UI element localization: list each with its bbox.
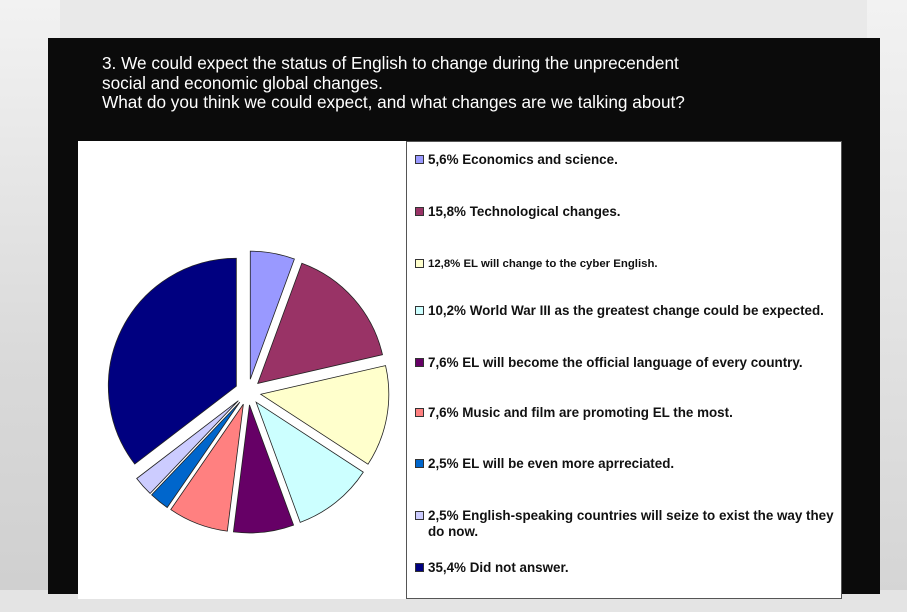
legend-item-6: 7,6% Music and film are promoting EL the…	[415, 405, 837, 421]
pie-slice-9	[107, 257, 237, 465]
legend-item-4: 10,2% World War III as the greatest chan…	[415, 303, 837, 319]
chart-area: 5,6% Economics and science. 15,8% Technol…	[78, 141, 890, 601]
legend-label-3: 12,8% EL will change to the cyber Englis…	[428, 258, 658, 270]
legend-item-8: 2,5% English-speaking countries will sei…	[415, 508, 837, 540]
pie-slice-8	[136, 400, 239, 495]
legend-label-9: 35,4% Did not answer.	[428, 560, 569, 575]
legend-swatch-8	[415, 511, 424, 520]
legend-swatch-7	[415, 459, 424, 468]
legend: 5,6% Economics and science. 15,8% Technol…	[406, 141, 842, 599]
pie-panel	[78, 141, 406, 599]
legend-swatch-4	[415, 306, 424, 315]
legend-label-4: 10,2% World War III as the greatest chan…	[428, 303, 824, 318]
legend-swatch-5	[415, 358, 424, 367]
question-line-3: What do you think we could expect, and w…	[102, 92, 685, 112]
legend-swatch-6	[415, 408, 424, 417]
pie-slice-5	[232, 404, 295, 534]
legend-item-1: 5,6% Economics and science.	[415, 152, 837, 168]
legend-swatch-1	[415, 155, 424, 164]
legend-label-7: 2,5% EL will be even more aprreciated.	[428, 456, 675, 471]
legend-swatch-2	[415, 207, 424, 216]
legend-item-2: 15,8% Technological changes.	[415, 204, 837, 220]
legend-swatch-9	[415, 563, 424, 572]
legend-item-5: 7,6% EL will become the official languag…	[415, 355, 837, 371]
legend-label-5: 7,6% EL will become the official languag…	[428, 355, 803, 370]
legend-item-3: 12,8% EL will change to the cyber Englis…	[415, 256, 837, 272]
legend-label-8: 2,5% English-speaking countries will sei…	[428, 508, 834, 539]
legend-label-6: 7,6% Music and film are promoting EL the…	[428, 405, 733, 420]
question-line-1: 3. We could expect the status of English…	[102, 53, 679, 73]
legend-label-1: 5,6% Economics and science.	[428, 152, 618, 167]
pie-slice-4	[255, 401, 364, 523]
pie-slice-7	[151, 401, 241, 509]
legend-item-7: 2,5% EL will be even more aprreciated.	[415, 456, 837, 472]
pie-slice-2	[257, 262, 383, 384]
legend-item-9: 35,4% Did not answer.	[415, 560, 837, 576]
slide: 3. We could expect the status of English…	[48, 38, 880, 599]
question-text: 3. We could expect the status of English…	[102, 53, 877, 113]
pie-slice-1	[249, 250, 295, 380]
pie-chart	[107, 250, 390, 534]
pie-slice-6	[170, 403, 244, 532]
pie-slice-3	[259, 365, 390, 465]
legend-label-2: 15,8% Technological changes.	[428, 204, 621, 219]
legend-swatch-3	[415, 259, 424, 268]
question-line-2: social and economic global changes.	[102, 72, 383, 93]
